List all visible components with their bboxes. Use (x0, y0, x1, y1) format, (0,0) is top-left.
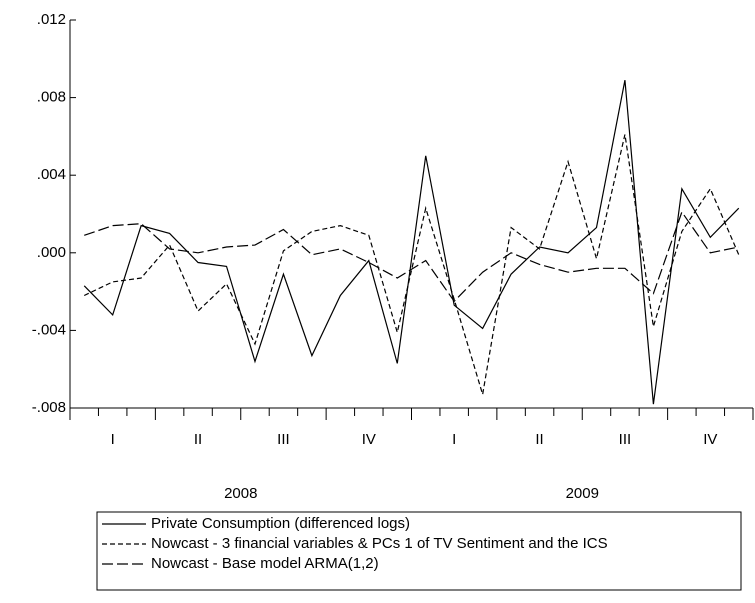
quarter-label: II (535, 431, 543, 448)
quarter-label: I (111, 431, 115, 448)
quarter-label: II (194, 431, 202, 448)
quarter-label: IV (362, 431, 376, 448)
legend-label: Private Consumption (differenced logs) (151, 515, 410, 532)
series-line (83, 80, 740, 405)
legend-label: Nowcast - Base model ARMA(1,2) (151, 555, 379, 572)
y-tick-label: -.008 (32, 399, 66, 416)
series-line (83, 134, 740, 395)
year-label: 2009 (566, 485, 599, 502)
quarter-label: III (619, 431, 632, 448)
quarter-label: I (452, 431, 456, 448)
quarter-label: IV (703, 431, 717, 448)
series-line (84, 210, 739, 303)
y-tick-label: .000 (37, 244, 66, 261)
year-label: 2008 (224, 485, 257, 502)
quarter-label: III (277, 431, 290, 448)
legend-box (96, 511, 742, 591)
y-tick-label: .012 (37, 11, 66, 28)
y-tick-label: .004 (37, 166, 66, 183)
y-tick-label: -.004 (32, 321, 66, 338)
y-tick-label: .008 (37, 89, 66, 106)
legend-label: Nowcast - 3 financial variables & PCs 1 … (151, 535, 608, 552)
